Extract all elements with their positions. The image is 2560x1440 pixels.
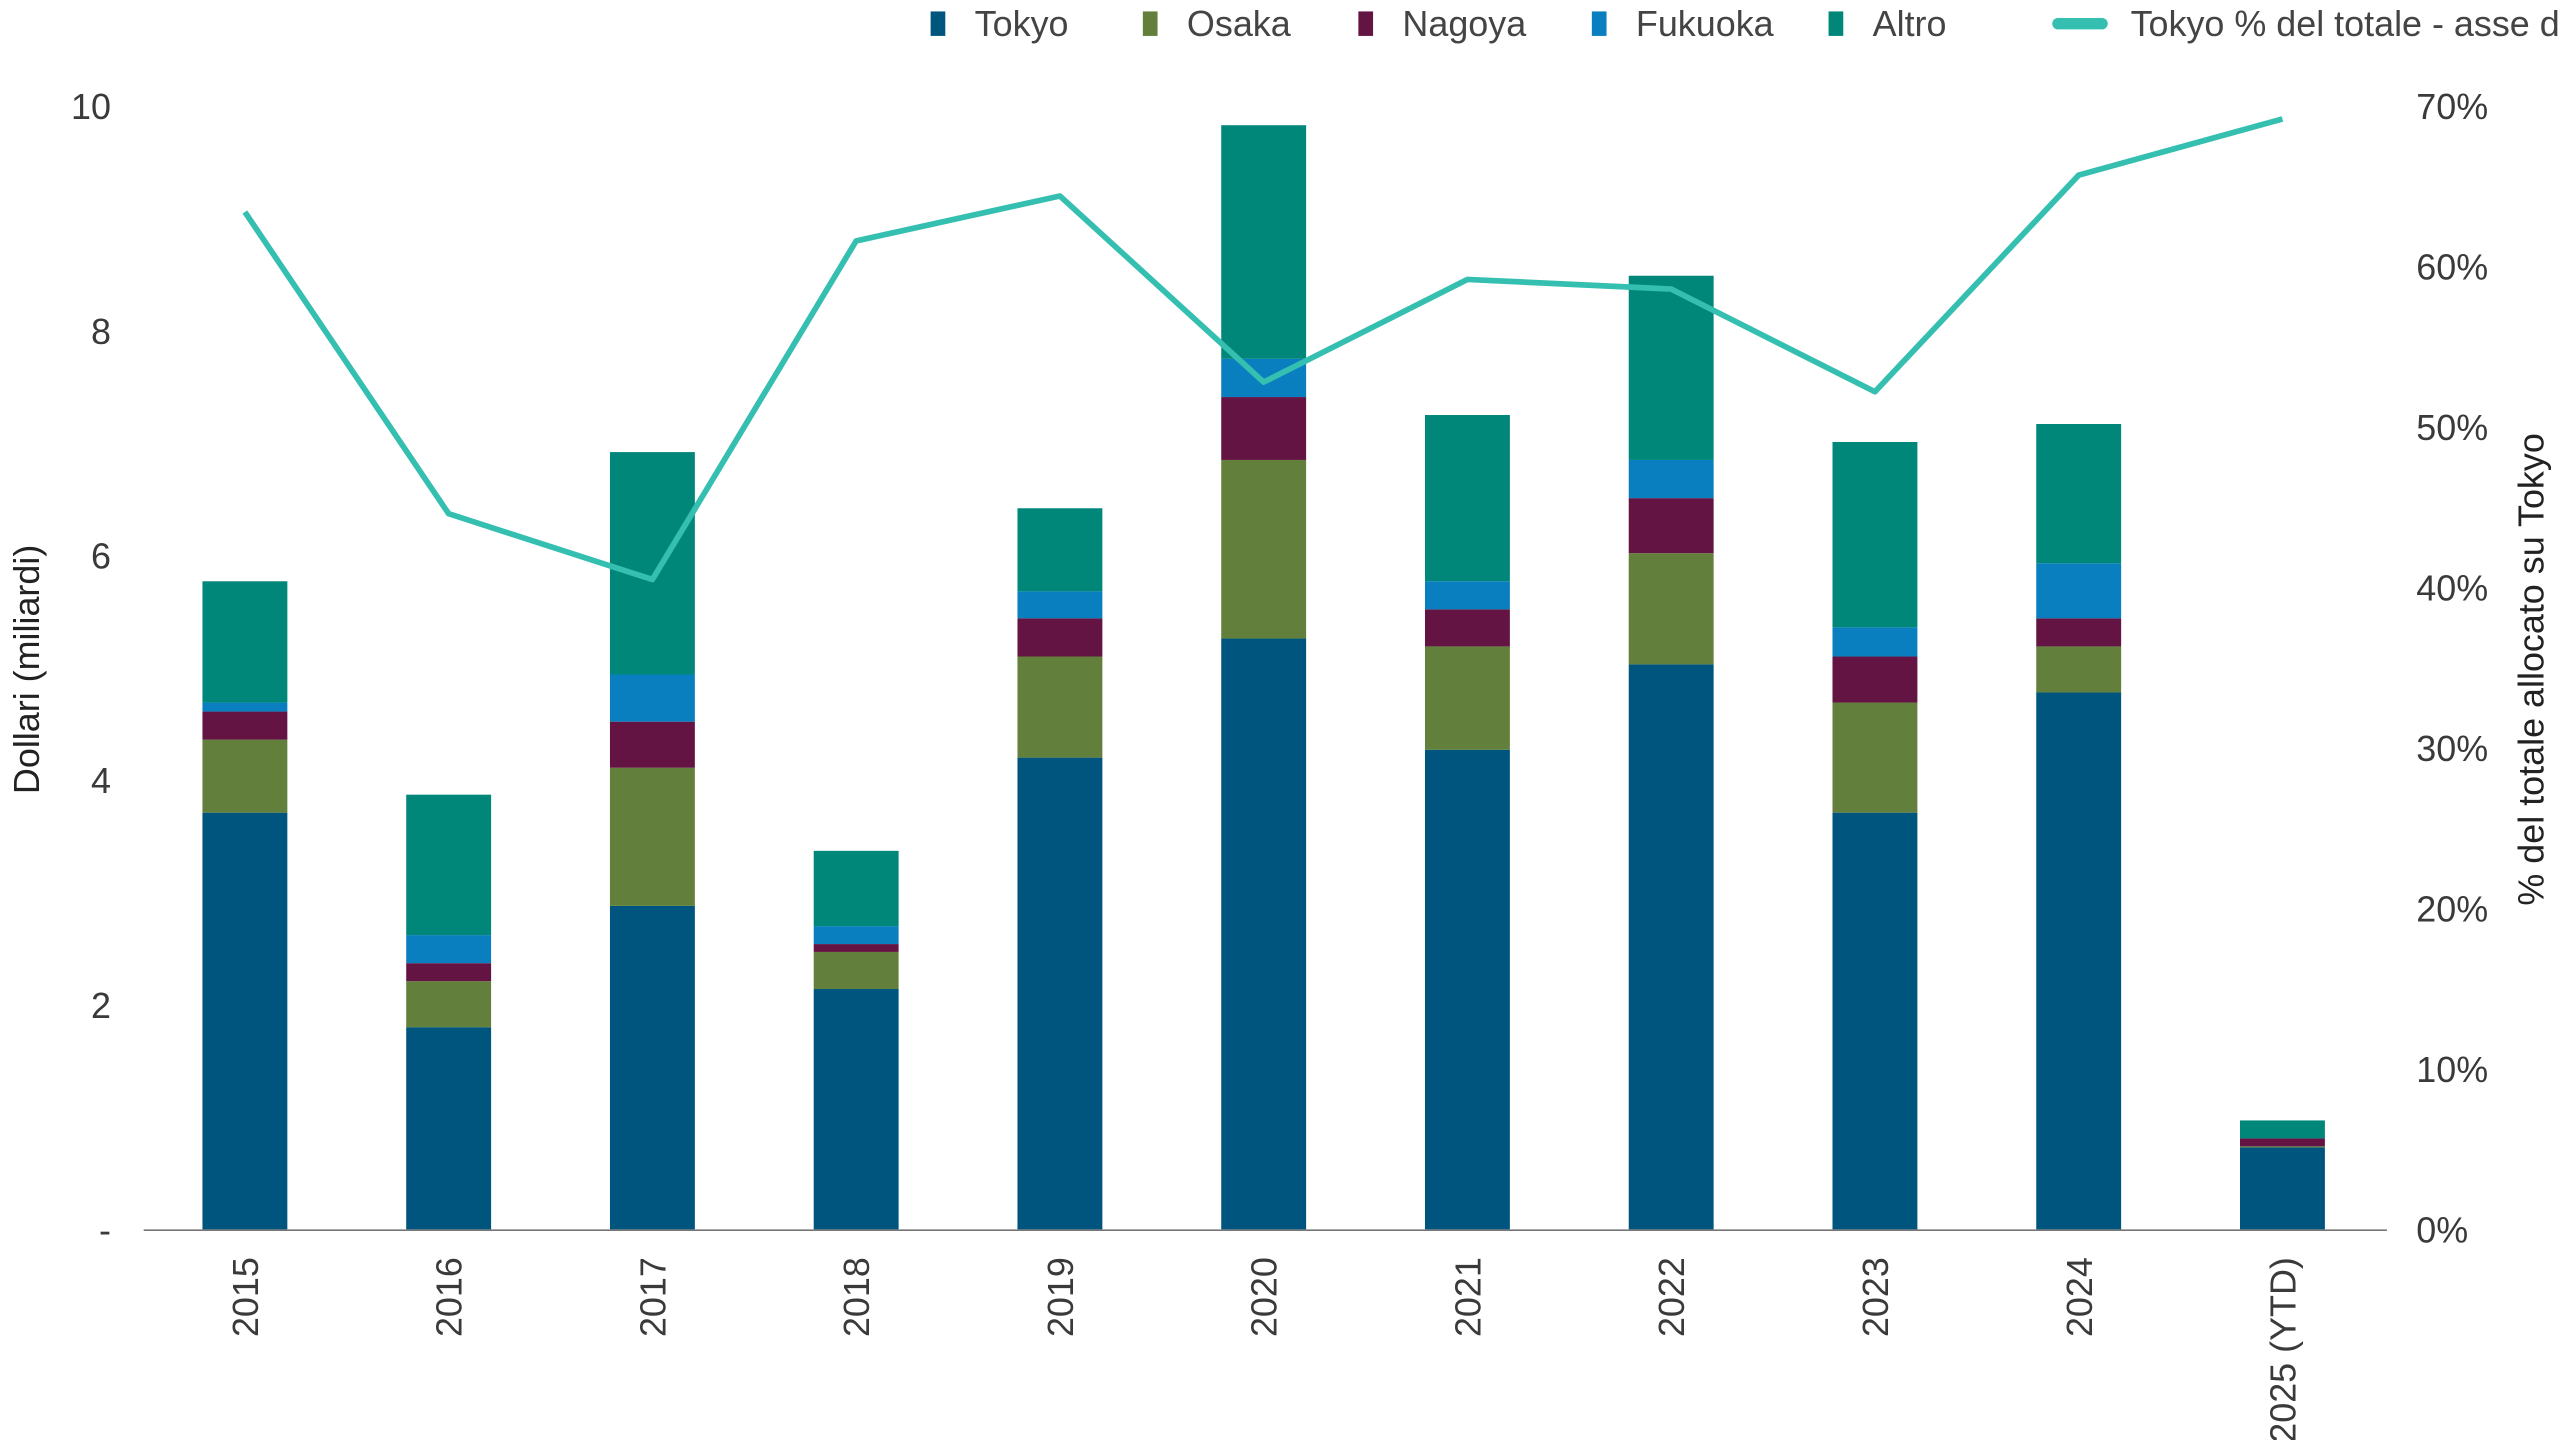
- x-tick-label: 2022: [1651, 1257, 1692, 1337]
- right-tick-label: 0%: [2416, 1209, 2468, 1250]
- bar-osaka-1: [406, 981, 492, 1028]
- x-tick-label: 2021: [1447, 1257, 1488, 1337]
- x-tick-label: 2015: [225, 1257, 266, 1337]
- bar-tokyo-1: [406, 1027, 492, 1230]
- right-tick-label: 20%: [2416, 889, 2488, 930]
- left-tick-label: 10: [71, 86, 111, 127]
- bar-fukuoka-6: [1424, 581, 1510, 610]
- bar-tokyo-3: [813, 989, 899, 1230]
- bar-altro-3: [813, 850, 899, 927]
- bar-nagoya-1: [406, 963, 492, 982]
- legend-swatch-altro: [1828, 11, 1844, 36]
- bar-nagoya-4: [1017, 618, 1103, 657]
- bar-nagoya-0: [202, 711, 288, 740]
- bar-fukuoka-8: [1832, 627, 1918, 657]
- bar-tokyo-10: [2240, 1147, 2325, 1230]
- right-tick-label: 60%: [2416, 247, 2488, 288]
- right-tick-label: 70%: [2416, 86, 2488, 127]
- legend-swatch-fukuoka: [1591, 11, 1607, 36]
- right-axis-ticks: 0% 10% 20% 30% 40% 50% 60% 70%: [2416, 86, 2488, 1250]
- bar-tokyo-5: [1221, 638, 1307, 1230]
- x-axis-labels: 2015 2016 2017 2018 2019 2020 2021 2022 2023 2024…: [225, 1257, 2304, 1440]
- bar-altro-4: [1017, 508, 1103, 592]
- legend-label-tokyo: Tokyo: [975, 3, 1069, 44]
- bar-altro-2: [609, 452, 695, 675]
- bar-nagoya-10: [2240, 1138, 2325, 1147]
- bar-fukuoka-1: [406, 935, 492, 964]
- bar-nagoya-9: [2036, 618, 2122, 647]
- bar-fukuoka-3: [813, 926, 899, 945]
- legend-label-nagoya: Nagoya: [1402, 3, 1526, 44]
- x-tick-label: 2016: [429, 1257, 470, 1337]
- bar-fukuoka-2: [609, 674, 695, 722]
- legend-swatch-nagoya: [1358, 11, 1374, 36]
- x-tick-label: 2020: [1244, 1257, 1285, 1337]
- bar-osaka-3: [813, 951, 899, 990]
- bar-tokyo-4: [1017, 757, 1103, 1230]
- right-tick-label: 40%: [2416, 568, 2488, 609]
- right-tick-label: 10%: [2416, 1049, 2488, 1090]
- right-tick-label: 50%: [2416, 407, 2488, 448]
- bar-nagoya-7: [1628, 498, 1714, 554]
- bar-osaka-6: [1424, 646, 1510, 750]
- left-axis-ticks: - 2 4 6 8 10: [71, 86, 111, 1250]
- legend-label-fukuoka: Fukuoka: [1636, 3, 1774, 44]
- bar-osaka-8: [1832, 702, 1918, 813]
- bar-tokyo-6: [1424, 749, 1510, 1230]
- bar-nagoya-6: [1424, 609, 1510, 647]
- bar-altro-1: [406, 794, 492, 936]
- bar-osaka-2: [609, 767, 695, 906]
- bar-tokyo-9: [2036, 692, 2122, 1230]
- bar-tokyo-7: [1628, 664, 1714, 1230]
- bar-osaka-4: [1017, 656, 1103, 758]
- x-tick-label: 2025 (YTD): [2263, 1257, 2304, 1440]
- x-tick-label: 2018: [836, 1257, 877, 1337]
- bar-nagoya-8: [1832, 656, 1918, 703]
- x-tick-label: 2024: [2059, 1257, 2100, 1337]
- legend: Tokyo Osaka Nagoya Fukuoka Altro Tokyo % del …: [930, 3, 2560, 44]
- legend-label-osaka: Osaka: [1187, 3, 1291, 44]
- legend-label-line: Tokyo % del totale - asse dx: [2131, 3, 2560, 44]
- right-axis-title: % del totale allocato su Tokyo: [2511, 433, 2552, 905]
- x-tick-label: 2023: [1855, 1257, 1896, 1337]
- bar-nagoya-3: [813, 944, 899, 952]
- left-tick-label: 8: [91, 311, 111, 352]
- bar-altro-10: [2240, 1120, 2325, 1139]
- bar-nagoya-5: [1221, 397, 1307, 460]
- bar-fukuoka-9: [2036, 563, 2122, 619]
- left-tick-label: 6: [91, 535, 111, 576]
- x-tick-label: 2017: [632, 1257, 673, 1337]
- legend-swatch-tokyo: [930, 11, 946, 36]
- left-tick-label: 4: [91, 760, 111, 801]
- bar-osaka-9: [2036, 646, 2122, 693]
- bars: [202, 125, 2325, 1230]
- bar-osaka-0: [202, 739, 288, 813]
- right-tick-label: 30%: [2416, 728, 2488, 769]
- bar-fukuoka-0: [202, 702, 288, 712]
- left-tick-label: 2: [91, 985, 111, 1026]
- x-tick-label: 2019: [1040, 1257, 1081, 1337]
- bar-tokyo-2: [609, 905, 695, 1230]
- bar-altro-6: [1424, 415, 1510, 582]
- bar-osaka-7: [1628, 553, 1714, 665]
- bar-altro-9: [2036, 424, 2122, 564]
- bar-osaka-5: [1221, 459, 1307, 639]
- tokyo-share-line: [242, 116, 2284, 583]
- bar-altro-8: [1832, 441, 1918, 628]
- bar-altro-5: [1221, 125, 1307, 359]
- left-axis-title: Dollari (miliardi): [6, 545, 47, 794]
- bar-altro-0: [202, 581, 288, 703]
- left-tick-label: -: [99, 1209, 111, 1250]
- bar-tokyo-0: [202, 812, 288, 1230]
- bar-nagoya-2: [609, 721, 695, 768]
- bar-osaka-10: [2240, 1146, 2325, 1148]
- bar-tokyo-8: [1832, 812, 1918, 1230]
- legend-swatch-line: [2052, 17, 2108, 30]
- bar-fukuoka-4: [1017, 591, 1103, 619]
- legend-swatch-osaka: [1142, 11, 1158, 36]
- bar-fukuoka-7: [1628, 459, 1714, 499]
- legend-label-altro: Altro: [1873, 3, 1947, 44]
